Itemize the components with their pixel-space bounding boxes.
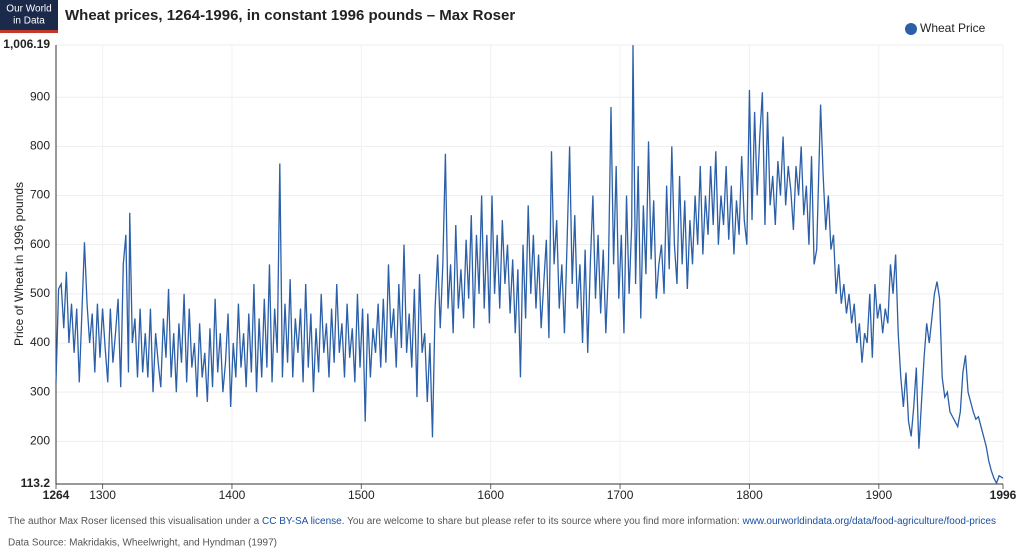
y-tick-label: 200 bbox=[30, 434, 50, 448]
source-link[interactable]: www.ourworldindata.org/data/food-agricul… bbox=[741, 516, 995, 527]
logo-box bbox=[0, 0, 58, 33]
x-tick-label: 1996 bbox=[990, 488, 1017, 502]
x-tick-label: 1600 bbox=[477, 488, 504, 502]
license-text: . You are welcome to share but please re… bbox=[342, 516, 740, 527]
x-tick-label: 1300 bbox=[89, 488, 116, 502]
x-tick-label: 1264 bbox=[43, 488, 70, 502]
legend: Wheat Price bbox=[905, 21, 986, 35]
x-tick-label: 1400 bbox=[219, 488, 246, 502]
y-tick-label: 600 bbox=[30, 237, 50, 251]
y-axis-label: Price of Wheat in 1996 pounds bbox=[12, 182, 26, 346]
license-text: The author Max Roser licensed this visua… bbox=[8, 516, 260, 527]
data-source: Data Source: Makridakis, Wheelwright, an… bbox=[8, 538, 277, 549]
x-tick-label: 1500 bbox=[348, 488, 375, 502]
legend-label: Wheat Price bbox=[920, 21, 986, 35]
y-tick-label: 1,006.19 bbox=[3, 37, 50, 51]
logo-text: in Data bbox=[13, 16, 45, 27]
logo-bar bbox=[0, 30, 58, 33]
y-tick-label: 900 bbox=[30, 89, 50, 103]
x-tick-label: 1800 bbox=[736, 488, 763, 502]
series-line bbox=[55, 45, 1004, 485]
chart-title: Wheat prices, 1264-1996, in constant 199… bbox=[65, 7, 515, 24]
y-tick-label: 300 bbox=[30, 384, 50, 398]
legend-swatch bbox=[905, 23, 917, 35]
y-tick-label: 700 bbox=[30, 188, 50, 202]
y-tick-label: 400 bbox=[30, 335, 50, 349]
y-tick-label: 800 bbox=[30, 139, 50, 153]
y-tick-label: 113.2 bbox=[21, 476, 51, 490]
logo-text: Our World bbox=[6, 4, 51, 15]
y-tick-label: 500 bbox=[30, 286, 50, 300]
x-tick-label: 1700 bbox=[607, 488, 634, 502]
x-tick-label: 1900 bbox=[865, 488, 892, 502]
footer-text: The author Max Roser licensed this visua… bbox=[8, 516, 996, 527]
license-link[interactable]: CC BY-SA license bbox=[262, 516, 342, 527]
